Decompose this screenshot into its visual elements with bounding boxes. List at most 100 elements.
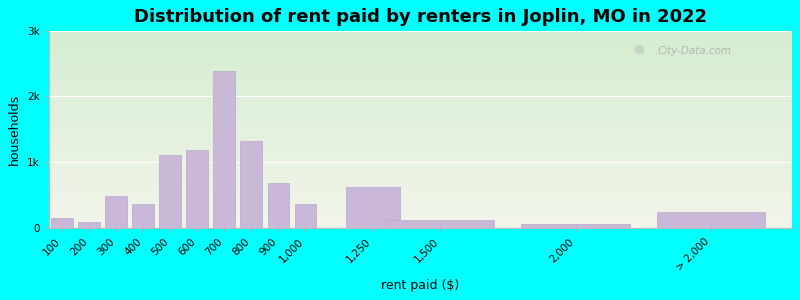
Bar xyxy=(49,218,792,219)
Bar xyxy=(49,153,792,154)
Bar xyxy=(522,224,630,228)
Bar xyxy=(159,155,181,228)
Bar xyxy=(49,65,792,66)
Bar xyxy=(49,150,792,151)
Bar xyxy=(49,82,792,83)
Bar xyxy=(49,89,792,90)
Bar xyxy=(49,204,792,205)
Bar xyxy=(49,74,792,75)
Bar xyxy=(49,107,792,109)
Text: City-Data.com: City-Data.com xyxy=(658,46,732,56)
Bar xyxy=(49,57,792,58)
Bar xyxy=(49,40,792,41)
Bar xyxy=(49,131,792,132)
Bar xyxy=(49,37,792,38)
Bar xyxy=(49,109,792,110)
Bar xyxy=(49,51,792,52)
X-axis label: rent paid ($): rent paid ($) xyxy=(381,279,459,292)
Bar xyxy=(49,58,792,59)
Bar xyxy=(49,185,792,186)
Bar xyxy=(49,85,792,86)
Bar xyxy=(294,204,316,228)
Bar xyxy=(49,124,792,125)
Bar xyxy=(49,95,792,96)
Bar xyxy=(49,155,792,156)
Bar xyxy=(49,90,792,91)
Bar xyxy=(49,191,792,192)
Bar xyxy=(49,63,792,64)
Bar xyxy=(49,129,792,130)
Bar xyxy=(49,215,792,216)
Bar xyxy=(657,212,765,228)
Bar xyxy=(49,160,792,161)
Bar xyxy=(49,86,792,87)
Bar xyxy=(49,70,792,71)
Bar xyxy=(49,140,792,141)
Bar xyxy=(49,216,792,217)
Bar xyxy=(49,118,792,119)
Bar xyxy=(49,226,792,227)
Bar xyxy=(49,143,792,144)
Bar xyxy=(49,50,792,51)
Bar xyxy=(49,106,792,107)
Bar xyxy=(49,168,792,169)
Bar xyxy=(49,158,792,159)
Bar xyxy=(49,60,792,61)
Bar xyxy=(49,62,792,63)
Bar xyxy=(49,123,792,124)
Bar xyxy=(49,184,792,185)
Bar xyxy=(49,99,792,100)
Bar xyxy=(267,183,289,228)
Bar xyxy=(49,149,792,150)
Bar xyxy=(49,211,792,212)
Bar xyxy=(49,69,792,70)
Bar xyxy=(49,33,792,34)
Bar xyxy=(49,198,792,199)
Bar xyxy=(49,146,792,147)
Bar xyxy=(49,128,792,129)
Bar xyxy=(49,44,792,45)
Bar xyxy=(49,93,792,94)
Bar xyxy=(49,183,792,184)
Bar xyxy=(49,111,792,112)
Bar xyxy=(106,196,127,228)
Bar xyxy=(49,104,792,106)
Bar xyxy=(49,96,792,97)
Bar xyxy=(49,169,792,170)
Bar xyxy=(49,176,792,177)
Bar xyxy=(49,53,792,54)
Bar xyxy=(49,119,792,120)
Title: Distribution of rent paid by renters in Joplin, MO in 2022: Distribution of rent paid by renters in … xyxy=(134,8,706,26)
Bar xyxy=(49,159,792,160)
Bar xyxy=(78,222,100,228)
Bar xyxy=(186,150,208,228)
Bar xyxy=(51,218,73,228)
Bar xyxy=(49,189,792,190)
Bar xyxy=(386,220,494,228)
Bar xyxy=(49,187,792,188)
Bar xyxy=(49,122,792,123)
Bar xyxy=(49,193,792,194)
Bar xyxy=(49,148,792,149)
Bar xyxy=(133,204,154,228)
Bar xyxy=(49,83,792,84)
Bar xyxy=(49,117,792,118)
Bar xyxy=(49,120,792,121)
Bar xyxy=(49,80,792,81)
Bar xyxy=(49,151,792,152)
Bar xyxy=(49,64,792,65)
Bar xyxy=(49,127,792,128)
Bar xyxy=(49,199,792,200)
Bar xyxy=(49,214,792,215)
Bar xyxy=(49,87,792,88)
Bar xyxy=(49,32,792,33)
Bar xyxy=(49,190,792,191)
Bar xyxy=(49,135,792,136)
Bar xyxy=(49,162,792,163)
Bar xyxy=(214,71,235,228)
Bar xyxy=(49,76,792,77)
Bar xyxy=(49,71,792,72)
Bar xyxy=(49,178,792,179)
Bar xyxy=(49,200,792,201)
Bar xyxy=(49,113,792,114)
